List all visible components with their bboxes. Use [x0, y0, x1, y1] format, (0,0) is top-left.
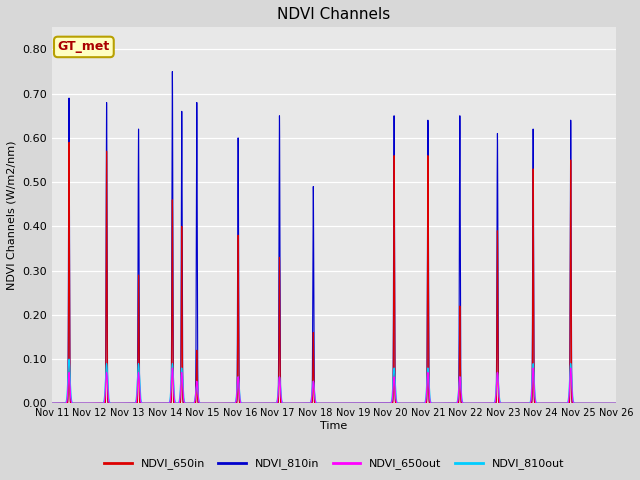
Y-axis label: NDVI Channels (W/m2/nm): NDVI Channels (W/m2/nm)	[7, 141, 17, 290]
Text: GT_met: GT_met	[58, 40, 110, 53]
Legend: NDVI_650in, NDVI_810in, NDVI_650out, NDVI_810out: NDVI_650in, NDVI_810in, NDVI_650out, NDV…	[99, 454, 568, 474]
Title: NDVI Channels: NDVI Channels	[277, 7, 390, 22]
X-axis label: Time: Time	[321, 421, 348, 431]
